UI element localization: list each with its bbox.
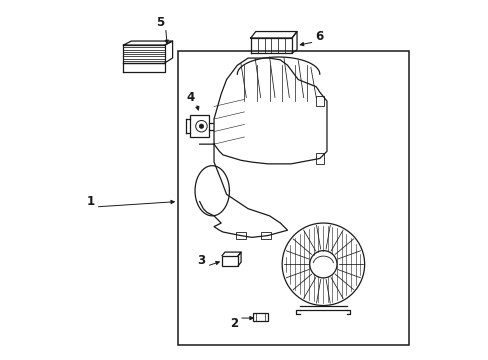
Text: 3: 3 <box>197 254 205 267</box>
Bar <box>316 153 324 164</box>
Text: 1: 1 <box>86 195 94 208</box>
Bar <box>222 256 238 266</box>
Bar <box>316 96 324 107</box>
Circle shape <box>199 124 203 129</box>
Text: 6: 6 <box>315 30 323 43</box>
Text: 4: 4 <box>186 91 194 104</box>
Text: 5: 5 <box>156 16 164 29</box>
Bar <box>178 51 408 345</box>
Text: 2: 2 <box>229 317 237 330</box>
Bar <box>190 116 208 137</box>
Bar <box>253 313 267 321</box>
Bar <box>260 232 271 239</box>
Bar <box>235 232 246 239</box>
